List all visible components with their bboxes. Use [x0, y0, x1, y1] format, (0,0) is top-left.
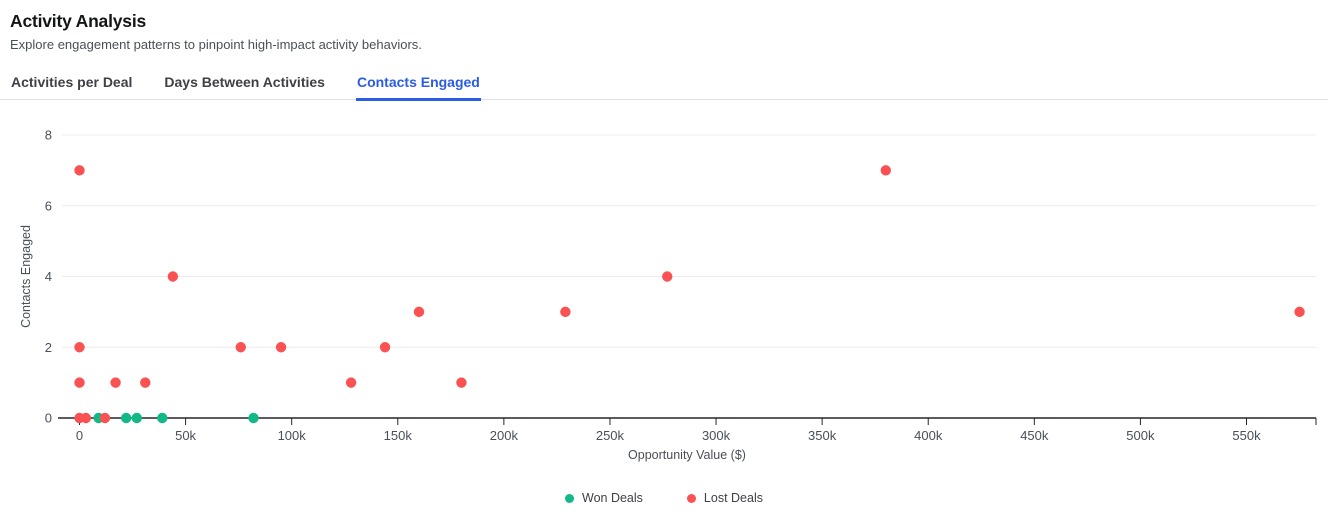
y-tick-label: 2: [45, 340, 52, 355]
y-tick-label: 6: [45, 198, 52, 213]
tab-bar: Activities per Deal Days Between Activit…: [0, 68, 1328, 101]
y-tick-label: 0: [45, 411, 52, 426]
legend-item-won-deals[interactable]: Won Deals: [565, 491, 643, 505]
x-axis-title: Opportunity Value ($): [628, 448, 746, 462]
x-tick-label: 350k: [808, 428, 837, 443]
data-point-lost[interactable]: [413, 306, 425, 318]
page-title: Activity Analysis: [10, 11, 147, 31]
data-point-lost[interactable]: [74, 342, 85, 353]
x-tick-label: 200k: [490, 428, 519, 443]
x-tick-label: 500k: [1126, 428, 1155, 443]
data-point-won[interactable]: [157, 412, 168, 424]
x-tick-label: 0: [76, 428, 83, 443]
data-point-lost[interactable]: [662, 271, 673, 282]
data-point-lost[interactable]: [275, 342, 287, 353]
data-point-lost[interactable]: [560, 306, 571, 318]
data-point-won[interactable]: [131, 412, 142, 424]
scatter-chart: 0 2 4 6 8 0 50k 100k 150k 200k 250k 300k 350k 400k 450…: [0, 106, 1328, 479]
data-point-lost[interactable]: [345, 377, 357, 388]
data-point-lost[interactable]: [880, 165, 891, 176]
panel-header: Activity Analysis Explore engagement pat…: [0, 0, 1328, 53]
data-point-won[interactable]: [120, 412, 132, 424]
data-point-lost[interactable]: [235, 342, 246, 353]
chart-canvas[interactable]: 0 2 4 6 8 0 50k 100k 150k 200k 250k 300k 350k 400k 450…: [0, 106, 1328, 474]
data-point-lost[interactable]: [74, 165, 85, 176]
y-axis-title: Contacts Engaged: [19, 225, 33, 328]
data-point-lost[interactable]: [456, 377, 467, 388]
x-tick-label: 400k: [914, 428, 943, 443]
data-point-lost[interactable]: [1294, 306, 1305, 318]
lost-deals-legend-label: Lost Deals: [703, 491, 763, 505]
data-point-lost[interactable]: [99, 412, 111, 424]
tab-contacts-engaged[interactable]: Contacts Engaged: [355, 68, 481, 101]
data-point-lost[interactable]: [80, 412, 92, 424]
data-point-lost[interactable]: [74, 377, 85, 388]
y-tick-label: 8: [45, 128, 52, 143]
tab-days-between-activities[interactable]: Days Between Activities: [164, 74, 325, 90]
data-point-lost[interactable]: [140, 377, 151, 388]
data-point-lost[interactable]: [379, 342, 391, 353]
tab-activities-per-deal[interactable]: Activities per Deal: [11, 74, 133, 90]
lost-deals-legend-dot: [686, 493, 696, 503]
data-point-won[interactable]: [248, 412, 259, 424]
y-tick-label: 4: [45, 269, 52, 284]
x-tick-label: 250k: [596, 428, 625, 443]
x-tick-label: 300k: [702, 428, 731, 443]
legend-item-lost-deals[interactable]: Lost Deals: [686, 491, 763, 505]
x-tick-label: 550k: [1232, 428, 1261, 443]
data-point-lost[interactable]: [167, 271, 179, 282]
x-tick-label: 50k: [175, 428, 196, 443]
x-tick-label: 450k: [1020, 428, 1049, 443]
won-deals-legend-dot: [565, 493, 574, 503]
chart-legend: Won Deals Lost Deals: [0, 491, 1328, 505]
page-subtitle: Explore engagement patterns to pinpoint …: [10, 37, 422, 52]
won-deals-legend-label: Won Deals: [582, 491, 643, 505]
x-tick-label: 150k: [384, 428, 413, 443]
data-point-lost[interactable]: [110, 377, 121, 388]
x-tick-label: 100k: [278, 428, 307, 443]
